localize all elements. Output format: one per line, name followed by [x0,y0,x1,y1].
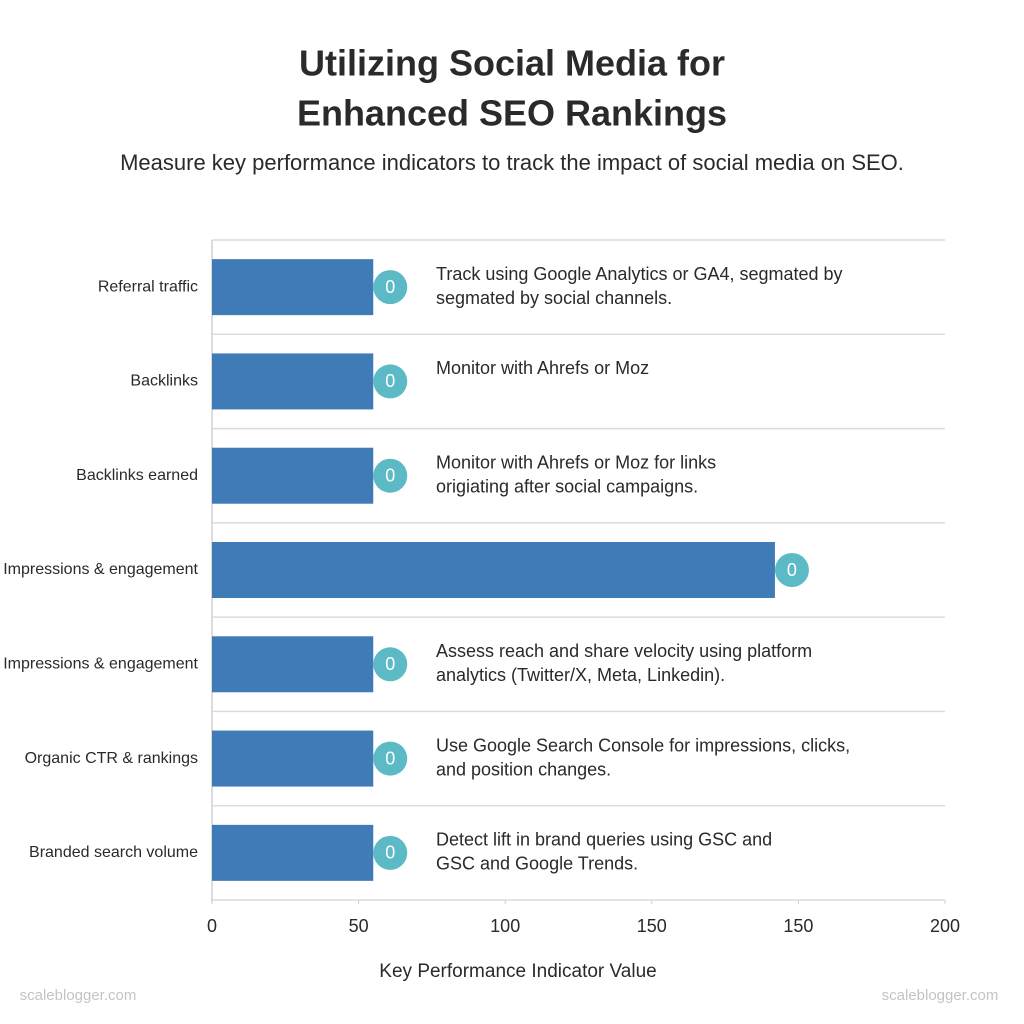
badge [373,647,408,682]
chart-subtitle: Measure key performance indicators to tr… [120,150,904,175]
badge [373,835,408,870]
badge-label: 0 [385,371,395,391]
bar [212,259,374,316]
y-tick-label: Impressions & engagement [3,656,198,673]
badge-label: 0 [385,843,395,863]
x-tick-label: 150 [783,916,813,936]
y-tick-label: Backlinks [130,373,198,390]
badge-label: 0 [385,748,395,768]
bar [212,730,374,787]
badge-label: 0 [787,560,797,580]
annotation: segmated by social channels. [436,288,672,308]
y-tick-label: Branded search volume [29,844,198,861]
x-tick-label: 100 [490,916,520,936]
badge [373,364,408,399]
annotation: Monitor with Ahrefs or Moz for links [436,452,716,472]
annotation: and position changes. [436,759,611,779]
annotation: Assess reach and share velocity using pl… [436,641,812,661]
x-axis-label: Key Performance Indicator Value [379,961,656,982]
annotation: Use Google Search Console for impression… [436,735,850,755]
x-tick-label: 50 [349,916,369,936]
y-tick-label: Backlinks earned [76,467,198,484]
bar [212,447,374,504]
badge [373,270,408,305]
annotation: GSC and Google Trends. [436,854,638,874]
annotation: analytics (Twitter/X, Meta, Linkedin). [436,665,725,685]
annotation: Detect lift in brand queries using GSC a… [436,830,772,850]
chart-title: Utilizing Social Media for [299,43,725,84]
x-tick-label: 200 [930,916,960,936]
badge [774,553,809,587]
badge [373,458,408,493]
bar [212,636,374,693]
watermark: scaleblogger.com [20,987,137,1004]
x-tick-label: 0 [207,916,217,936]
y-tick-label: Referral traffic [98,278,198,295]
badge-label: 0 [385,277,395,297]
badge-label: 0 [385,465,395,485]
badge-label: 0 [385,654,395,674]
bar [212,542,775,598]
annotation: origiating after social campaigns. [436,476,698,496]
badge [373,741,408,776]
x-tick-label: 150 [637,916,667,936]
bar [212,824,374,881]
chart-title: Enhanced SEO Rankings [297,93,727,134]
bar [212,353,374,410]
annotation: Track using Google Analytics or GA4, seg… [436,264,843,284]
y-tick-label: Organic CTR & rankings [25,750,198,767]
watermark: scaleblogger.com [882,987,999,1004]
y-tick-label: Impressions & engagement [3,561,198,578]
annotation: Monitor with Ahrefs or Moz [436,358,649,378]
